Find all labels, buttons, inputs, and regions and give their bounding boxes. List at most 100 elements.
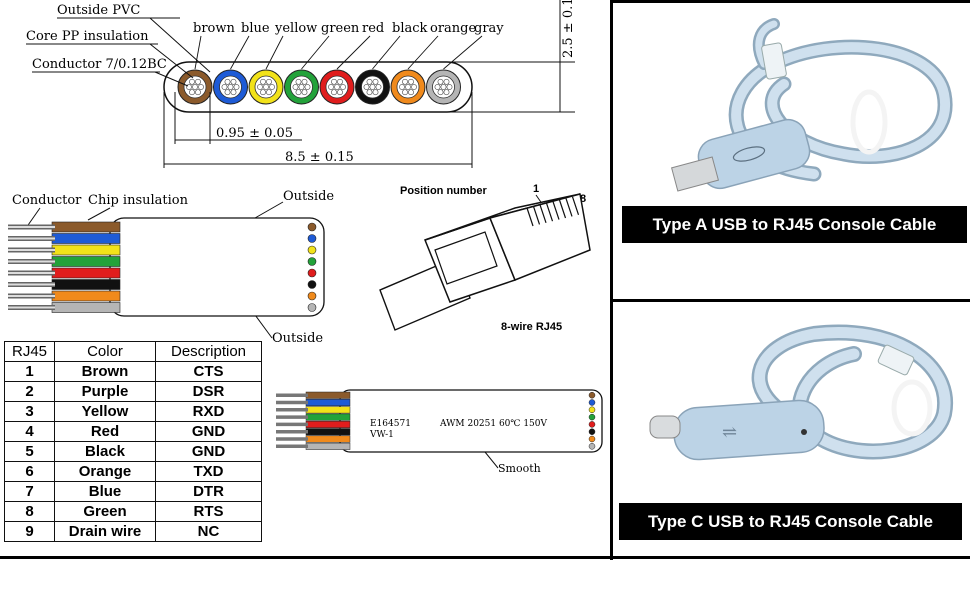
rj45-contact-pin — [532, 206, 541, 225]
conductor-strand — [372, 78, 379, 85]
marked-wire-black — [305, 428, 351, 436]
type-a-usb-connector — [670, 156, 720, 192]
conductor-strand — [195, 78, 201, 85]
dim-height-value: 2.5 ± 0.1 — [561, 0, 576, 58]
flat-wire-yellow — [51, 244, 121, 256]
marked-wire-yellow — [305, 406, 351, 414]
conductor-strand — [233, 84, 240, 90]
leader-wire-blue — [230, 35, 250, 70]
signal-description: CTS — [155, 361, 262, 382]
rj45-contact-pin — [545, 203, 554, 222]
pin-number: 1 — [4, 361, 55, 382]
frame-divider-vertical — [610, 0, 613, 560]
marked-end-wire-brown — [588, 391, 596, 399]
conductor-strand — [189, 78, 195, 85]
leader-wire-brown — [194, 35, 202, 70]
conductor-strand — [340, 84, 346, 90]
flat-end-wire-orange — [307, 291, 317, 301]
conductor-strand — [363, 84, 370, 90]
leader-chip-flat — [87, 207, 111, 221]
wire-color: Purple — [54, 381, 156, 402]
conductor-strand — [295, 78, 302, 85]
conductor-strand — [266, 78, 272, 85]
conductor-strand — [369, 84, 376, 90]
flat-cable-diagram: Conductor Chip insulation Outside Outsid… — [8, 189, 334, 346]
conductor-strand — [331, 89, 337, 96]
conductor-strand — [437, 78, 444, 85]
label-conductor-spec: Conductor 7/0.12BC — [32, 57, 167, 72]
conductor-strand — [301, 89, 308, 96]
cross-section-conductor — [361, 75, 384, 99]
conductor-strand — [408, 89, 414, 96]
label-chip-insulation: Chip insulation — [88, 193, 189, 208]
marked-end-wire-gray — [588, 443, 596, 450]
rj45-contact-pin — [571, 196, 580, 215]
cross-section-conductor — [432, 75, 455, 99]
header-description: Description — [155, 341, 262, 362]
type-a-title-label: Type A USB to RJ45 Console Cable — [622, 206, 967, 243]
type-c-cable-photo: ⇌ — [649, 324, 954, 461]
dim-pitch-value: 0.95 ± 0.05 — [216, 126, 293, 141]
marked-cable-drawing: E164571 AWM 20251 60℃ 150V VW-1 Smooth — [276, 389, 603, 475]
flat-wire-gray — [51, 302, 121, 313]
conductor-strand — [366, 78, 373, 85]
wire-color: Orange — [54, 461, 156, 482]
label-smooth: Smooth — [498, 462, 541, 475]
conductor-strand — [269, 84, 275, 90]
header-color: Color — [54, 341, 156, 362]
flat-end-wire-gray — [307, 303, 317, 312]
rj45-contact-pin — [526, 207, 534, 227]
flat-wire-black — [51, 279, 121, 290]
rj45-contact-pin — [565, 198, 573, 217]
flat-cable-jacket — [109, 217, 325, 317]
label-position-number: Position number — [400, 185, 488, 197]
conductor-strand — [399, 84, 405, 90]
cable-print-e164571: E164571 — [370, 419, 411, 429]
leader-wire-gray — [443, 35, 483, 70]
wire-color-label-orange: orange — [430, 21, 476, 36]
conductor-strand — [443, 89, 450, 96]
conductor-strand — [405, 84, 411, 90]
conductor-strand — [434, 84, 441, 90]
type-c-usb-connector — [649, 415, 681, 439]
signal-description: DSR — [155, 381, 262, 402]
frame-top-line — [612, 0, 970, 3]
leader-outside-pvc-2 — [149, 17, 211, 73]
flat-wire-orange — [51, 290, 121, 302]
marked-end-wire-black — [588, 428, 596, 435]
signal-description: DTR — [155, 481, 262, 502]
signal-description: RXD — [155, 401, 262, 422]
conductor-strand — [224, 78, 231, 85]
leader-conductor-2 — [154, 71, 189, 87]
table-row: 3 Yellow RXD — [4, 401, 262, 422]
marked-end-wire-orange — [588, 435, 596, 443]
wire-color-label-blue: blue — [241, 21, 270, 36]
flat-end-wire-yellow — [307, 245, 317, 255]
type-a-cable-tail-highlight — [755, 20, 778, 68]
type-a-cable-tie — [850, 89, 888, 155]
table-row: 2 Purple DSR — [4, 381, 262, 402]
marked-wire-blue — [305, 399, 351, 407]
conductor-strand — [198, 84, 204, 90]
table-row: 7 Blue DTR — [4, 481, 262, 502]
marked-end-wire-blue — [588, 399, 596, 406]
flat-end-wire-brown — [307, 222, 317, 232]
table-row: 1 Brown CTS — [4, 361, 262, 382]
conductor-strand — [402, 89, 408, 96]
cable-print-vw1: VW-1 — [369, 430, 394, 440]
conductor-strand — [402, 78, 408, 85]
wire-color-label-red: red — [362, 21, 384, 36]
table-row: 9 Drain wire NC — [4, 521, 262, 542]
cable-print-awm: AWM 20251 60℃ 150V — [439, 419, 548, 429]
table-row: 5 Black GND — [4, 441, 262, 462]
conductor-strand — [366, 89, 373, 96]
leader-wire-yellow — [265, 35, 284, 70]
marked-wire-red — [305, 420, 351, 428]
label-conductor: Conductor — [12, 193, 82, 208]
pin-number: 3 — [4, 401, 55, 422]
flat-wire-green — [51, 256, 121, 267]
signal-description: TXD — [155, 461, 262, 482]
conductor-strand — [334, 84, 340, 90]
signal-description: RTS — [155, 501, 262, 522]
marked-wire-brown — [305, 391, 351, 399]
